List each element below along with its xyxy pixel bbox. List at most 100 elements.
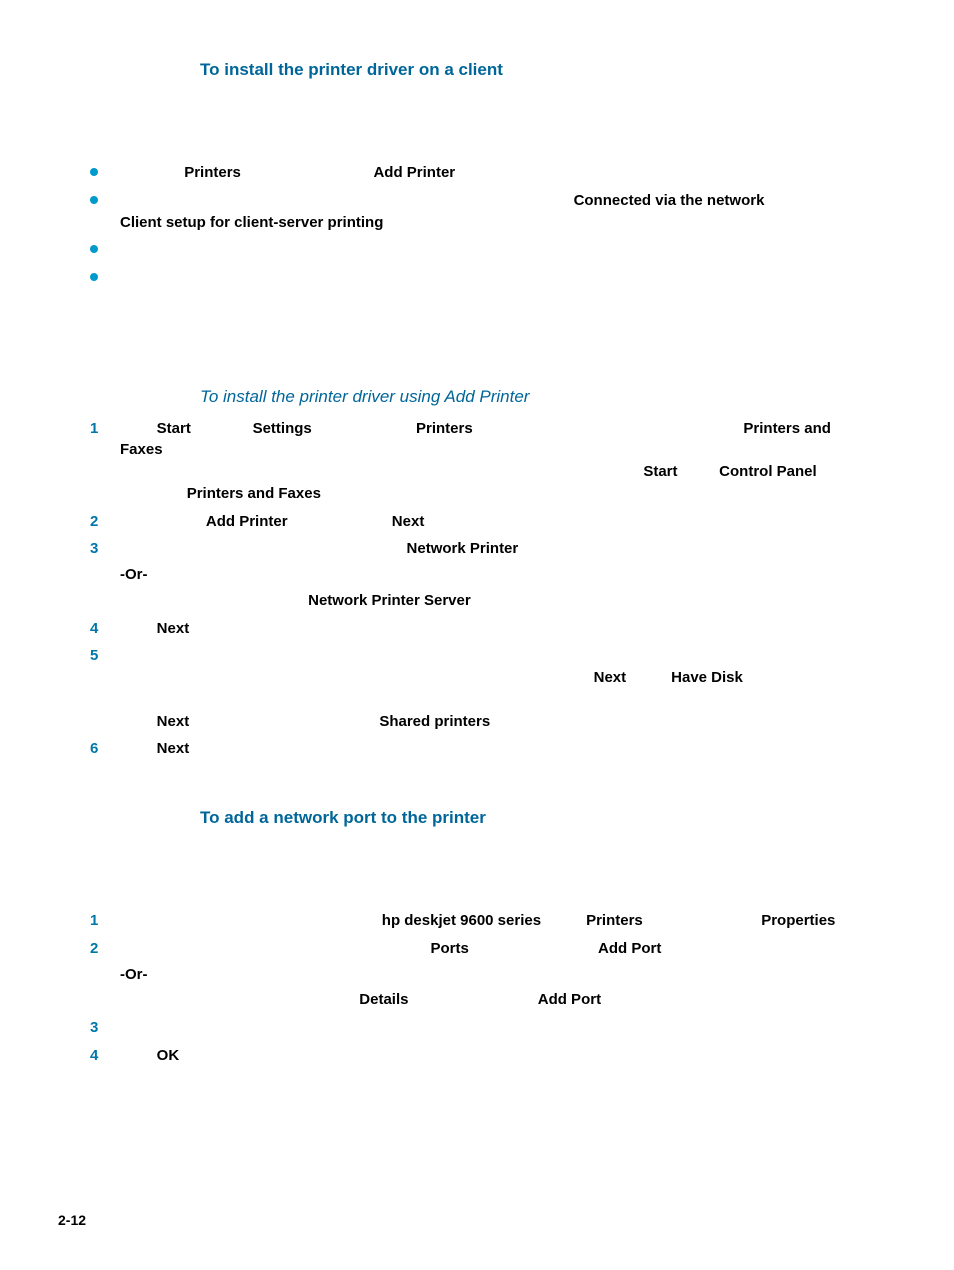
- or-label: -Or-: [120, 564, 864, 586]
- text: , and then click: [312, 420, 416, 437]
- bullet-item: Install the printer driver from the Star…: [90, 190, 864, 234]
- text: .: [471, 592, 475, 609]
- text: .: [518, 540, 522, 557]
- text: tab, and then click: [469, 940, 598, 957]
- step-item: 2 Double-click Add Printer, and then cli…: [90, 511, 864, 533]
- bullet-item: From the Printers folder, double-click A…: [90, 162, 864, 184]
- intro3-line1: If you have already installed the printe…: [200, 851, 792, 868]
- bold: hp deskjet 9600 series: [382, 912, 541, 929]
- text: , and then: [764, 192, 831, 209]
- step-item: 1 To create a network port, right-click …: [90, 910, 864, 932]
- bold: Settings: [253, 420, 312, 437]
- intro-network-port: If you have already installed the printe…: [200, 849, 864, 893]
- bold: Next: [157, 713, 190, 730]
- text: to save the settings and close the dialo…: [179, 1047, 483, 1064]
- text: Select the appropriate network port sett…: [120, 1019, 406, 1036]
- step-item: 3 Select the appropriate network port se…: [90, 1017, 864, 1039]
- step-number: 3: [90, 538, 98, 560]
- bold: Network Printer: [407, 540, 519, 557]
- or-label: -Or-: [120, 964, 864, 986]
- text: Type in the network path or queue name o…: [120, 669, 594, 686]
- bold: Client setup for client-server printing: [120, 214, 383, 231]
- text: . Click: [626, 669, 671, 686]
- steps-network-port: 1 To create a network port, right-click …: [90, 910, 864, 1067]
- bold: Start: [643, 463, 677, 480]
- step-item: 3 For Windows 98, Me, 2000, and XP, sele…: [90, 538, 864, 611]
- bold: OK: [157, 1047, 180, 1064]
- step-number: 2: [90, 938, 98, 960]
- step-number: 1: [90, 910, 98, 932]
- heading-add-printer: To install the printer driver using Add …: [200, 385, 864, 410]
- step-item: 2 For Windows NT 4.0, 2000, and XP, sele…: [90, 938, 864, 1011]
- text: Click: [120, 740, 157, 757]
- bold: Shared printers: [379, 713, 490, 730]
- text: .: [601, 991, 605, 1008]
- text: folder, double-click: [241, 164, 374, 181]
- bullet-item: The client is able to print to the serve…: [90, 267, 864, 289]
- text: When prompted, enter the file of the pri…: [120, 241, 538, 258]
- bold: Network Printer Server: [308, 592, 471, 609]
- text: (Windows XP).: [163, 441, 266, 458]
- bold: Printers: [586, 912, 643, 929]
- text: .: [661, 940, 665, 957]
- text: For Windows NT 4.0, select: [120, 592, 308, 609]
- step-item: 6 Click Next and follow the onscreen ins…: [90, 738, 864, 760]
- text: .: [455, 164, 459, 181]
- bold: Have Disk: [671, 669, 743, 686]
- step-item: 5 Do one of the following: Type in the n…: [90, 645, 864, 732]
- step-number: 4: [90, 618, 98, 640]
- bold: Control Panel: [719, 463, 817, 480]
- text: , and then click: [288, 513, 392, 530]
- step-number: 6: [90, 738, 98, 760]
- text: , point to: [191, 420, 253, 437]
- intro-line1: If the server of your locally shared net…: [200, 103, 774, 120]
- bold: Printers and Faxes: [187, 485, 321, 502]
- bullet-item: When prompted, enter the file of the pri…: [90, 239, 864, 261]
- intro-line2: the client, do the following.: [200, 124, 377, 141]
- bold: Ports: [430, 940, 468, 957]
- bold: Properties: [761, 912, 835, 929]
- text: For Windows 98, Me, 2000, and XP, select: [120, 540, 407, 557]
- text: To create a network port, right-click th…: [120, 912, 382, 929]
- bold: Printers: [416, 420, 473, 437]
- bold: Add Port: [538, 991, 601, 1008]
- text: Double-click: [120, 513, 206, 530]
- text: and follow the onscreen instructions to …: [189, 740, 618, 757]
- text: .: [383, 214, 387, 231]
- bold: Connected via the network: [574, 192, 765, 209]
- text: (Windows NT 4.0, 98, Me, and 2000) or: [473, 420, 744, 437]
- heading-network-port: To add a network port to the printer: [200, 806, 864, 831]
- text: For Windows XP, if you do not find Print…: [120, 463, 643, 480]
- text: list.: [490, 713, 517, 730]
- page-number: 2-12: [58, 1210, 86, 1230]
- text: Click: [120, 420, 157, 437]
- text: .: [835, 912, 839, 929]
- text: .: [424, 513, 428, 530]
- bold: Add Printer: [373, 164, 455, 181]
- step-item: 4 Click Next.: [90, 618, 864, 640]
- bold: Next: [392, 513, 425, 530]
- bold: Printers: [184, 164, 241, 181]
- text: tab, and then click: [408, 991, 537, 1008]
- step-number: 1: [90, 418, 98, 440]
- bold: Details: [359, 991, 408, 1008]
- steps-add-printer: 1 Click Start, point to Settings, and th…: [90, 418, 864, 761]
- intro3-line2: create a network port.: [200, 872, 345, 889]
- step-item: 4 Click OK to save the settings and clos…: [90, 1045, 864, 1067]
- intro-client: If the server of your locally shared net…: [200, 101, 864, 145]
- text: For Windows NT 4.0, 2000, and XP, select…: [120, 940, 430, 957]
- step-number: 3: [90, 1017, 98, 1039]
- heading-install-client: To install the printer driver on a clien…: [200, 58, 864, 83]
- text: .: [189, 620, 193, 637]
- text: Click: [120, 620, 157, 637]
- text: From the: [120, 164, 184, 181]
- text: in the: [541, 912, 586, 929]
- bold: Next: [594, 669, 627, 686]
- bold: Start: [157, 420, 191, 437]
- text: folder and select: [643, 912, 761, 929]
- text: Do one of the following:: [120, 647, 277, 664]
- step-number: 2: [90, 511, 98, 533]
- text: .: [321, 485, 325, 502]
- text: , click: [678, 463, 720, 480]
- bullet-list-client: From the Printers folder, double-click A…: [90, 162, 864, 289]
